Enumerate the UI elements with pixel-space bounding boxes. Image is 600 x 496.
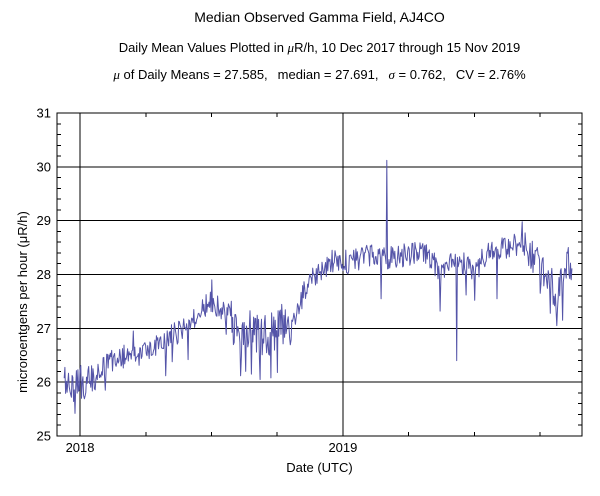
gridlines bbox=[57, 113, 582, 436]
y-tick-label: 29 bbox=[37, 213, 51, 228]
x-year-tick-label: 2019 bbox=[328, 440, 357, 455]
mean-value: 27.585, bbox=[224, 67, 268, 82]
x-axis-label: Date (UTC) bbox=[286, 460, 352, 475]
y-tick-label: 27 bbox=[37, 321, 51, 336]
y-tick-label: 30 bbox=[37, 159, 51, 174]
plot-area bbox=[63, 159, 573, 414]
sigma-label: = bbox=[394, 67, 410, 82]
subtitle-prefix: Daily Mean Values Plotted in bbox=[118, 40, 288, 55]
x-year-tick-label: 2018 bbox=[66, 440, 95, 455]
daily-mean-series-line bbox=[63, 159, 573, 414]
y-tick-label: 28 bbox=[37, 267, 51, 282]
y-tick-label: 25 bbox=[37, 429, 51, 444]
y-tick-label: 31 bbox=[37, 106, 51, 121]
chart-title: Median Observed Gamma Field, AJ4CO bbox=[194, 9, 445, 25]
mu-symbol: μ bbox=[287, 40, 295, 55]
cv-label: CV = bbox=[455, 67, 489, 82]
chart-subtitle: Daily Mean Values Plotted in μR/h, 10 De… bbox=[39, 40, 600, 56]
subtitle-suffix: R/h, 10 Dec 2017 through 15 Nov 2019 bbox=[294, 40, 521, 55]
median-label: median = bbox=[277, 67, 336, 82]
y-tick-label: 26 bbox=[37, 375, 51, 390]
tick-labels: 25 26 27 28 29 30 31 2018 2019 bbox=[37, 106, 358, 456]
y-axis-label: microroentgens per hour (μR/h) bbox=[15, 211, 30, 393]
stats-line: μ of Daily Means = 27.585, median = 27.69… bbox=[39, 67, 600, 83]
sigma-value: 0.762, bbox=[409, 67, 446, 82]
median-value: 27.691, bbox=[335, 67, 379, 82]
mean-label: of Daily Means = bbox=[119, 67, 225, 82]
mu-symbol: μ bbox=[113, 67, 120, 82]
cv-value: 2.76% bbox=[488, 67, 526, 82]
plot-border bbox=[56, 112, 583, 437]
sigma-symbol: σ bbox=[388, 67, 395, 82]
